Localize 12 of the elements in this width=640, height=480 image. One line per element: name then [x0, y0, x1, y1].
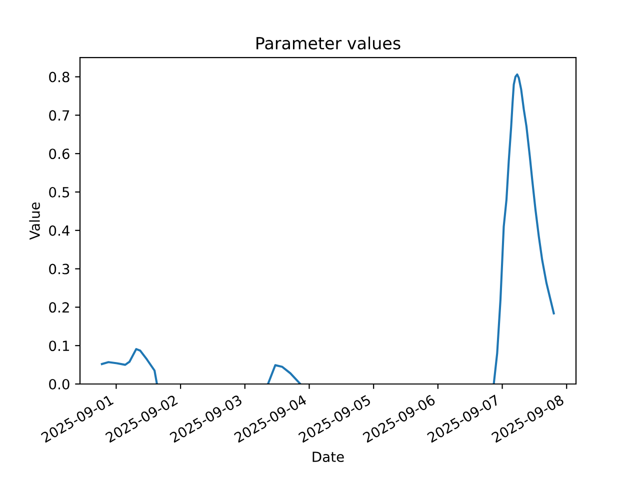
y-tick-label: 0.8 [49, 72, 70, 82]
y-axis-title: Value [29, 202, 40, 240]
y-tick-label: 0.7 [49, 110, 70, 121]
y-tick-label: 0.4 [49, 225, 70, 236]
x-axis-title: Date [312, 452, 344, 462]
y-tick-label: 0.1 [49, 340, 69, 352]
y-tick-label: 0.5 [49, 186, 70, 198]
y-tick-label: 0.2 [49, 302, 69, 313]
chart-title: Parameter values [256, 36, 400, 50]
y-tick-label: 0.6 [49, 148, 70, 160]
y-tick-label: 0.0 [49, 378, 70, 390]
y-tick-label: 0.3 [49, 264, 70, 274]
